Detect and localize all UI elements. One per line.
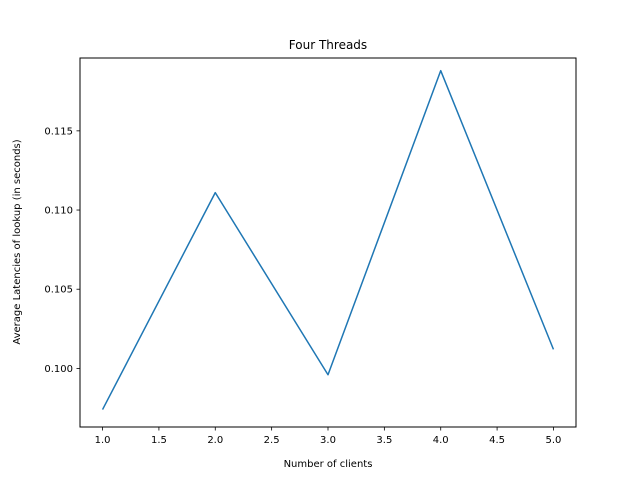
plot-area: [101, 69, 555, 410]
y-tick-label: 0.115: [44, 126, 73, 137]
x-tick-label: 2.5: [264, 435, 280, 446]
y-tick-label: 0.105: [44, 285, 73, 296]
chart-title: Four Threads: [289, 38, 367, 52]
x-axis: 1.0 1.5 2.0 2.5 3.0 3.5 4.0 4.5 5.0: [95, 427, 562, 446]
x-tick-label: 3.5: [376, 435, 392, 446]
x-tick-label: 4.5: [489, 435, 505, 446]
x-axis-label: Number of clients: [284, 459, 373, 470]
y-axis-label: Average Latencies of lookup (in seconds): [12, 139, 23, 344]
series-line: [101, 69, 555, 410]
y-tick-label: 0.100: [44, 364, 73, 375]
y-axis: 0.100 0.105 0.110 0.115: [44, 126, 80, 375]
x-tick-label: 3.0: [320, 435, 336, 446]
x-tick-label: 2.0: [207, 435, 223, 446]
plot-frame: [79, 57, 577, 428]
x-tick-label: 1.5: [151, 435, 167, 446]
x-tick-label: 1.0: [95, 435, 111, 446]
y-tick-label: 0.110: [44, 206, 73, 217]
x-tick-label: 5.0: [546, 435, 562, 446]
x-tick-label: 4.0: [433, 435, 449, 446]
